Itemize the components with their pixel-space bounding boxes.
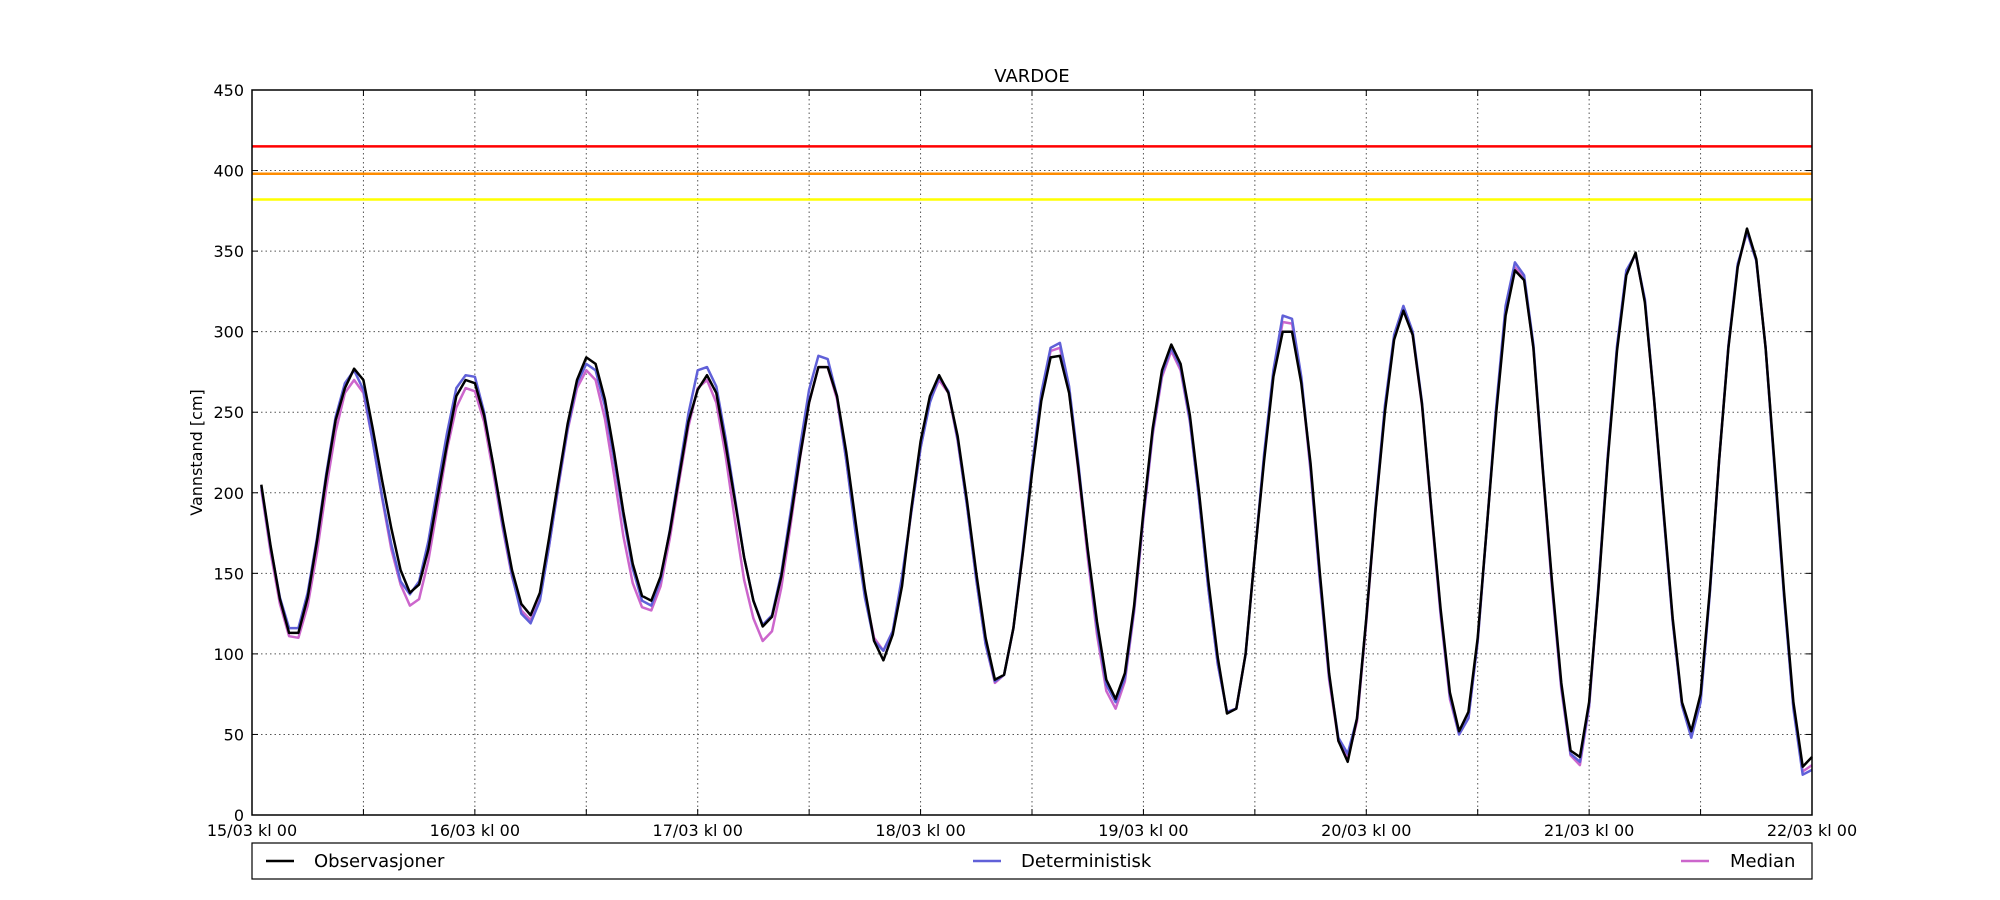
y-tick-label: 450 <box>213 81 244 100</box>
y-tick-label: 400 <box>213 162 244 181</box>
y-tick-label: 150 <box>213 564 244 583</box>
series-line-observasjoner <box>260 227 1813 768</box>
y-tick-label: 50 <box>224 725 244 744</box>
x-tick-label: 21/03 kl 00 <box>1544 821 1634 840</box>
legend: Observasjoner Deterministisk Median <box>251 842 1813 880</box>
x-tick-label: 18/03 kl 00 <box>875 821 965 840</box>
threshold-lines <box>252 145 1812 201</box>
series-lines <box>260 227 1813 776</box>
series-line-deterministisk <box>260 230 1813 776</box>
y-tick-label: 350 <box>213 242 244 261</box>
legend-label: Observasjoner <box>314 851 445 872</box>
x-tick-label: 22/03 kl 00 <box>1767 821 1857 840</box>
y-tick-label: 300 <box>213 323 244 342</box>
y-tick-label: 100 <box>213 645 244 664</box>
y-tick-label: 250 <box>213 403 244 422</box>
series-line-median <box>260 230 1813 773</box>
x-tick-label: 17/03 kl 00 <box>653 821 743 840</box>
y-axis-label: Vannstand [cm] <box>187 389 206 515</box>
legend-label: Deterministisk <box>1021 851 1152 872</box>
x-tick-label: 20/03 kl 00 <box>1321 821 1411 840</box>
x-tick-label: 15/03 kl 00 <box>207 821 297 840</box>
x-tick-label: 19/03 kl 00 <box>1098 821 1188 840</box>
chart-title: VARDOE <box>994 66 1069 87</box>
y-tick-label: 200 <box>213 484 244 503</box>
axis-ticks: 0 50 100 150 200 250 300 350 400 450 15/03 kl 00 16… <box>207 81 1857 840</box>
y-tick-label: 0 <box>234 806 244 825</box>
grid <box>252 90 1812 815</box>
legend-label: Median <box>1730 851 1795 872</box>
legend-frame <box>251 842 1813 880</box>
x-tick-label: 16/03 kl 00 <box>430 821 520 840</box>
